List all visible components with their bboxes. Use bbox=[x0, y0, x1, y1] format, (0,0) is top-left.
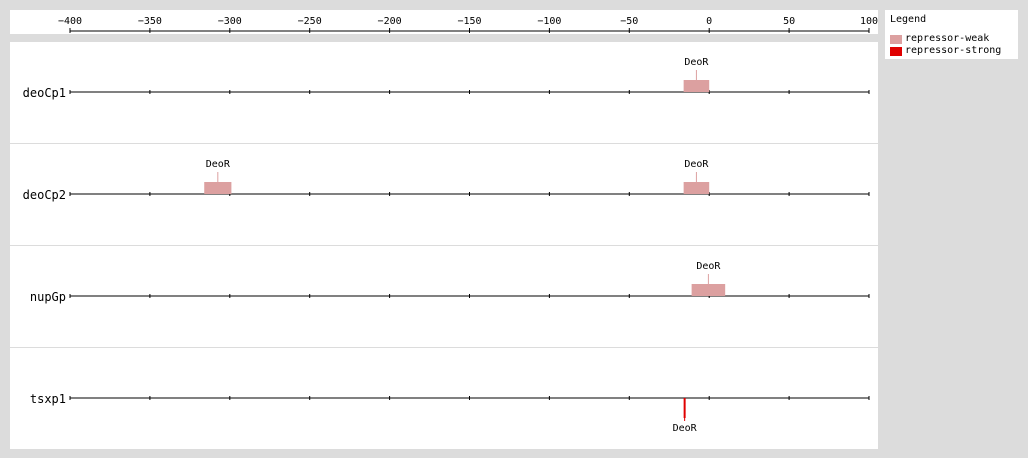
axis-tick-label: −50 bbox=[620, 16, 638, 27]
axis-tick-label: −150 bbox=[457, 16, 481, 27]
binding-site-repressor-weak bbox=[204, 182, 232, 194]
axis-tick-label: −300 bbox=[218, 16, 242, 27]
site-label: DeoR bbox=[684, 57, 709, 68]
legend-swatch-repressor-strong bbox=[890, 47, 902, 56]
binding-site-repressor-strong bbox=[683, 398, 686, 418]
legend-swatch-repressor-weak bbox=[890, 35, 902, 44]
track-name-label: deoCp1 bbox=[23, 86, 66, 100]
binding-site-repressor-weak bbox=[691, 284, 726, 296]
binding-site-repressor-weak bbox=[683, 80, 710, 92]
axis-tick-label: −350 bbox=[138, 16, 162, 27]
axis-tick-label: 0 bbox=[706, 16, 712, 27]
legend-label: repressor-strong bbox=[905, 45, 1002, 56]
legend-label: repressor-weak bbox=[905, 33, 990, 44]
coordinate-axis-panel bbox=[10, 10, 878, 34]
axis-tick-label: −250 bbox=[298, 16, 322, 27]
site-label: DeoR bbox=[684, 159, 709, 170]
axis-tick-label: −400 bbox=[58, 16, 82, 27]
binding-site-repressor-weak bbox=[683, 182, 710, 194]
site-label: DeoR bbox=[206, 159, 231, 170]
axis-tick-label: −100 bbox=[537, 16, 561, 27]
axis-tick-label: −200 bbox=[378, 16, 402, 27]
legend: Legend repressor-weak repressor-strong bbox=[885, 10, 1018, 59]
site-label: DeoR bbox=[696, 261, 721, 272]
track-name-label: deoCp2 bbox=[23, 188, 66, 202]
legend-title: Legend bbox=[890, 14, 927, 25]
track-name-label: nupGp bbox=[30, 290, 66, 304]
track-name-label: tsxp1 bbox=[30, 392, 66, 406]
axis-tick-label: 100 bbox=[860, 16, 878, 27]
axis-tick-label: 50 bbox=[783, 16, 795, 27]
site-label: DeoR bbox=[673, 423, 698, 434]
